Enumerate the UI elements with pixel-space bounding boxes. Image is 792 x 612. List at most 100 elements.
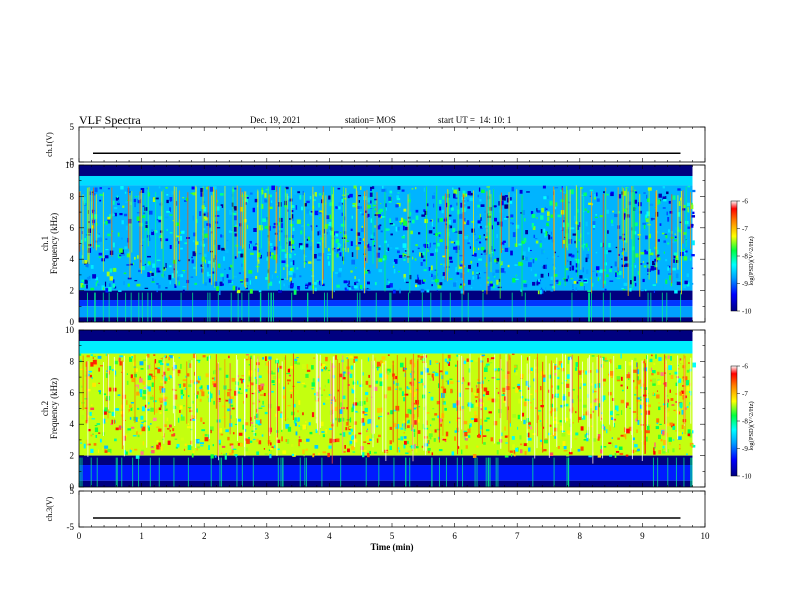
speckle xyxy=(477,271,482,274)
speckle xyxy=(666,402,669,408)
speckle xyxy=(242,424,244,430)
speckle xyxy=(186,426,191,429)
speckle xyxy=(313,357,315,359)
speckle xyxy=(293,420,297,424)
low-band-line xyxy=(94,292,96,322)
speckle xyxy=(563,220,565,225)
speckle xyxy=(675,430,677,432)
speckle xyxy=(275,436,278,440)
speckle xyxy=(561,432,566,437)
speckle xyxy=(309,431,313,435)
speckle xyxy=(498,262,501,266)
speckle xyxy=(299,245,304,250)
speckle xyxy=(491,398,496,403)
speckle xyxy=(513,454,516,457)
speckle xyxy=(306,200,310,204)
speckle xyxy=(684,395,687,399)
speckle xyxy=(666,394,669,397)
x-tick-label: 5 xyxy=(390,531,395,541)
speckle xyxy=(318,193,322,196)
colorbar-tick-label: -6 xyxy=(742,363,748,371)
burst-line xyxy=(521,194,523,297)
speckle xyxy=(80,442,83,444)
speckle xyxy=(328,222,332,227)
speckle xyxy=(234,423,238,426)
speckle xyxy=(98,233,100,235)
speckle xyxy=(81,279,85,283)
speckle xyxy=(379,224,382,227)
speckle xyxy=(261,385,264,390)
speckle xyxy=(634,282,637,287)
speckle xyxy=(573,280,577,284)
burst-line xyxy=(677,355,679,440)
speckle xyxy=(125,225,129,231)
speckle xyxy=(193,266,196,270)
speckle xyxy=(130,426,135,429)
speckle xyxy=(414,443,417,449)
speckle xyxy=(469,246,472,249)
speckle xyxy=(129,201,132,206)
speckle xyxy=(366,243,370,248)
speckle xyxy=(314,287,317,292)
speckle xyxy=(171,365,174,367)
speckle xyxy=(268,356,272,360)
speckle xyxy=(540,289,542,295)
burst-line xyxy=(146,356,148,448)
speckle xyxy=(659,423,662,425)
speckle xyxy=(646,355,648,360)
speckle xyxy=(530,367,533,372)
speckle xyxy=(350,436,354,440)
speckle xyxy=(286,373,291,375)
low-band-line xyxy=(230,292,232,322)
speckle xyxy=(444,245,449,249)
speckle xyxy=(292,218,294,221)
speckle xyxy=(274,271,277,273)
speckle xyxy=(175,446,178,449)
burst-line xyxy=(82,355,84,411)
speckle xyxy=(135,455,140,459)
speckle xyxy=(298,286,300,291)
speckle xyxy=(482,394,485,397)
speckle xyxy=(287,368,291,373)
burst-line xyxy=(500,359,502,449)
speckle xyxy=(367,419,369,424)
speckle xyxy=(177,404,179,407)
speckle xyxy=(447,380,450,385)
speckle xyxy=(296,357,299,359)
burst-line xyxy=(621,186,623,242)
speckle xyxy=(123,281,125,286)
speckle xyxy=(454,247,458,249)
speckle xyxy=(156,444,159,450)
speckle xyxy=(182,197,185,199)
speckle xyxy=(181,230,185,234)
speckle xyxy=(496,234,498,239)
y-tick-label: 2 xyxy=(70,451,75,461)
speckle xyxy=(231,229,234,232)
speckle xyxy=(376,438,379,443)
speckle xyxy=(92,382,97,387)
speckle xyxy=(327,247,330,252)
speckle xyxy=(175,389,177,391)
speckle xyxy=(409,445,411,448)
speckle xyxy=(290,250,295,254)
speckle xyxy=(539,439,543,442)
speckle xyxy=(90,354,93,356)
speckle xyxy=(180,395,183,399)
speckle xyxy=(147,391,151,395)
speckle xyxy=(524,451,527,455)
speckle xyxy=(251,414,254,419)
speckle xyxy=(488,207,493,211)
speckle xyxy=(395,217,399,221)
speckle xyxy=(492,249,496,252)
speckle xyxy=(293,273,296,278)
speckle xyxy=(349,355,353,359)
speckle xyxy=(216,227,221,229)
speckle xyxy=(674,236,677,238)
speckle xyxy=(163,380,167,384)
speckle xyxy=(401,189,405,192)
speckle xyxy=(682,248,685,251)
speckle xyxy=(553,413,557,416)
speckle xyxy=(225,374,229,378)
speckle xyxy=(643,265,647,268)
